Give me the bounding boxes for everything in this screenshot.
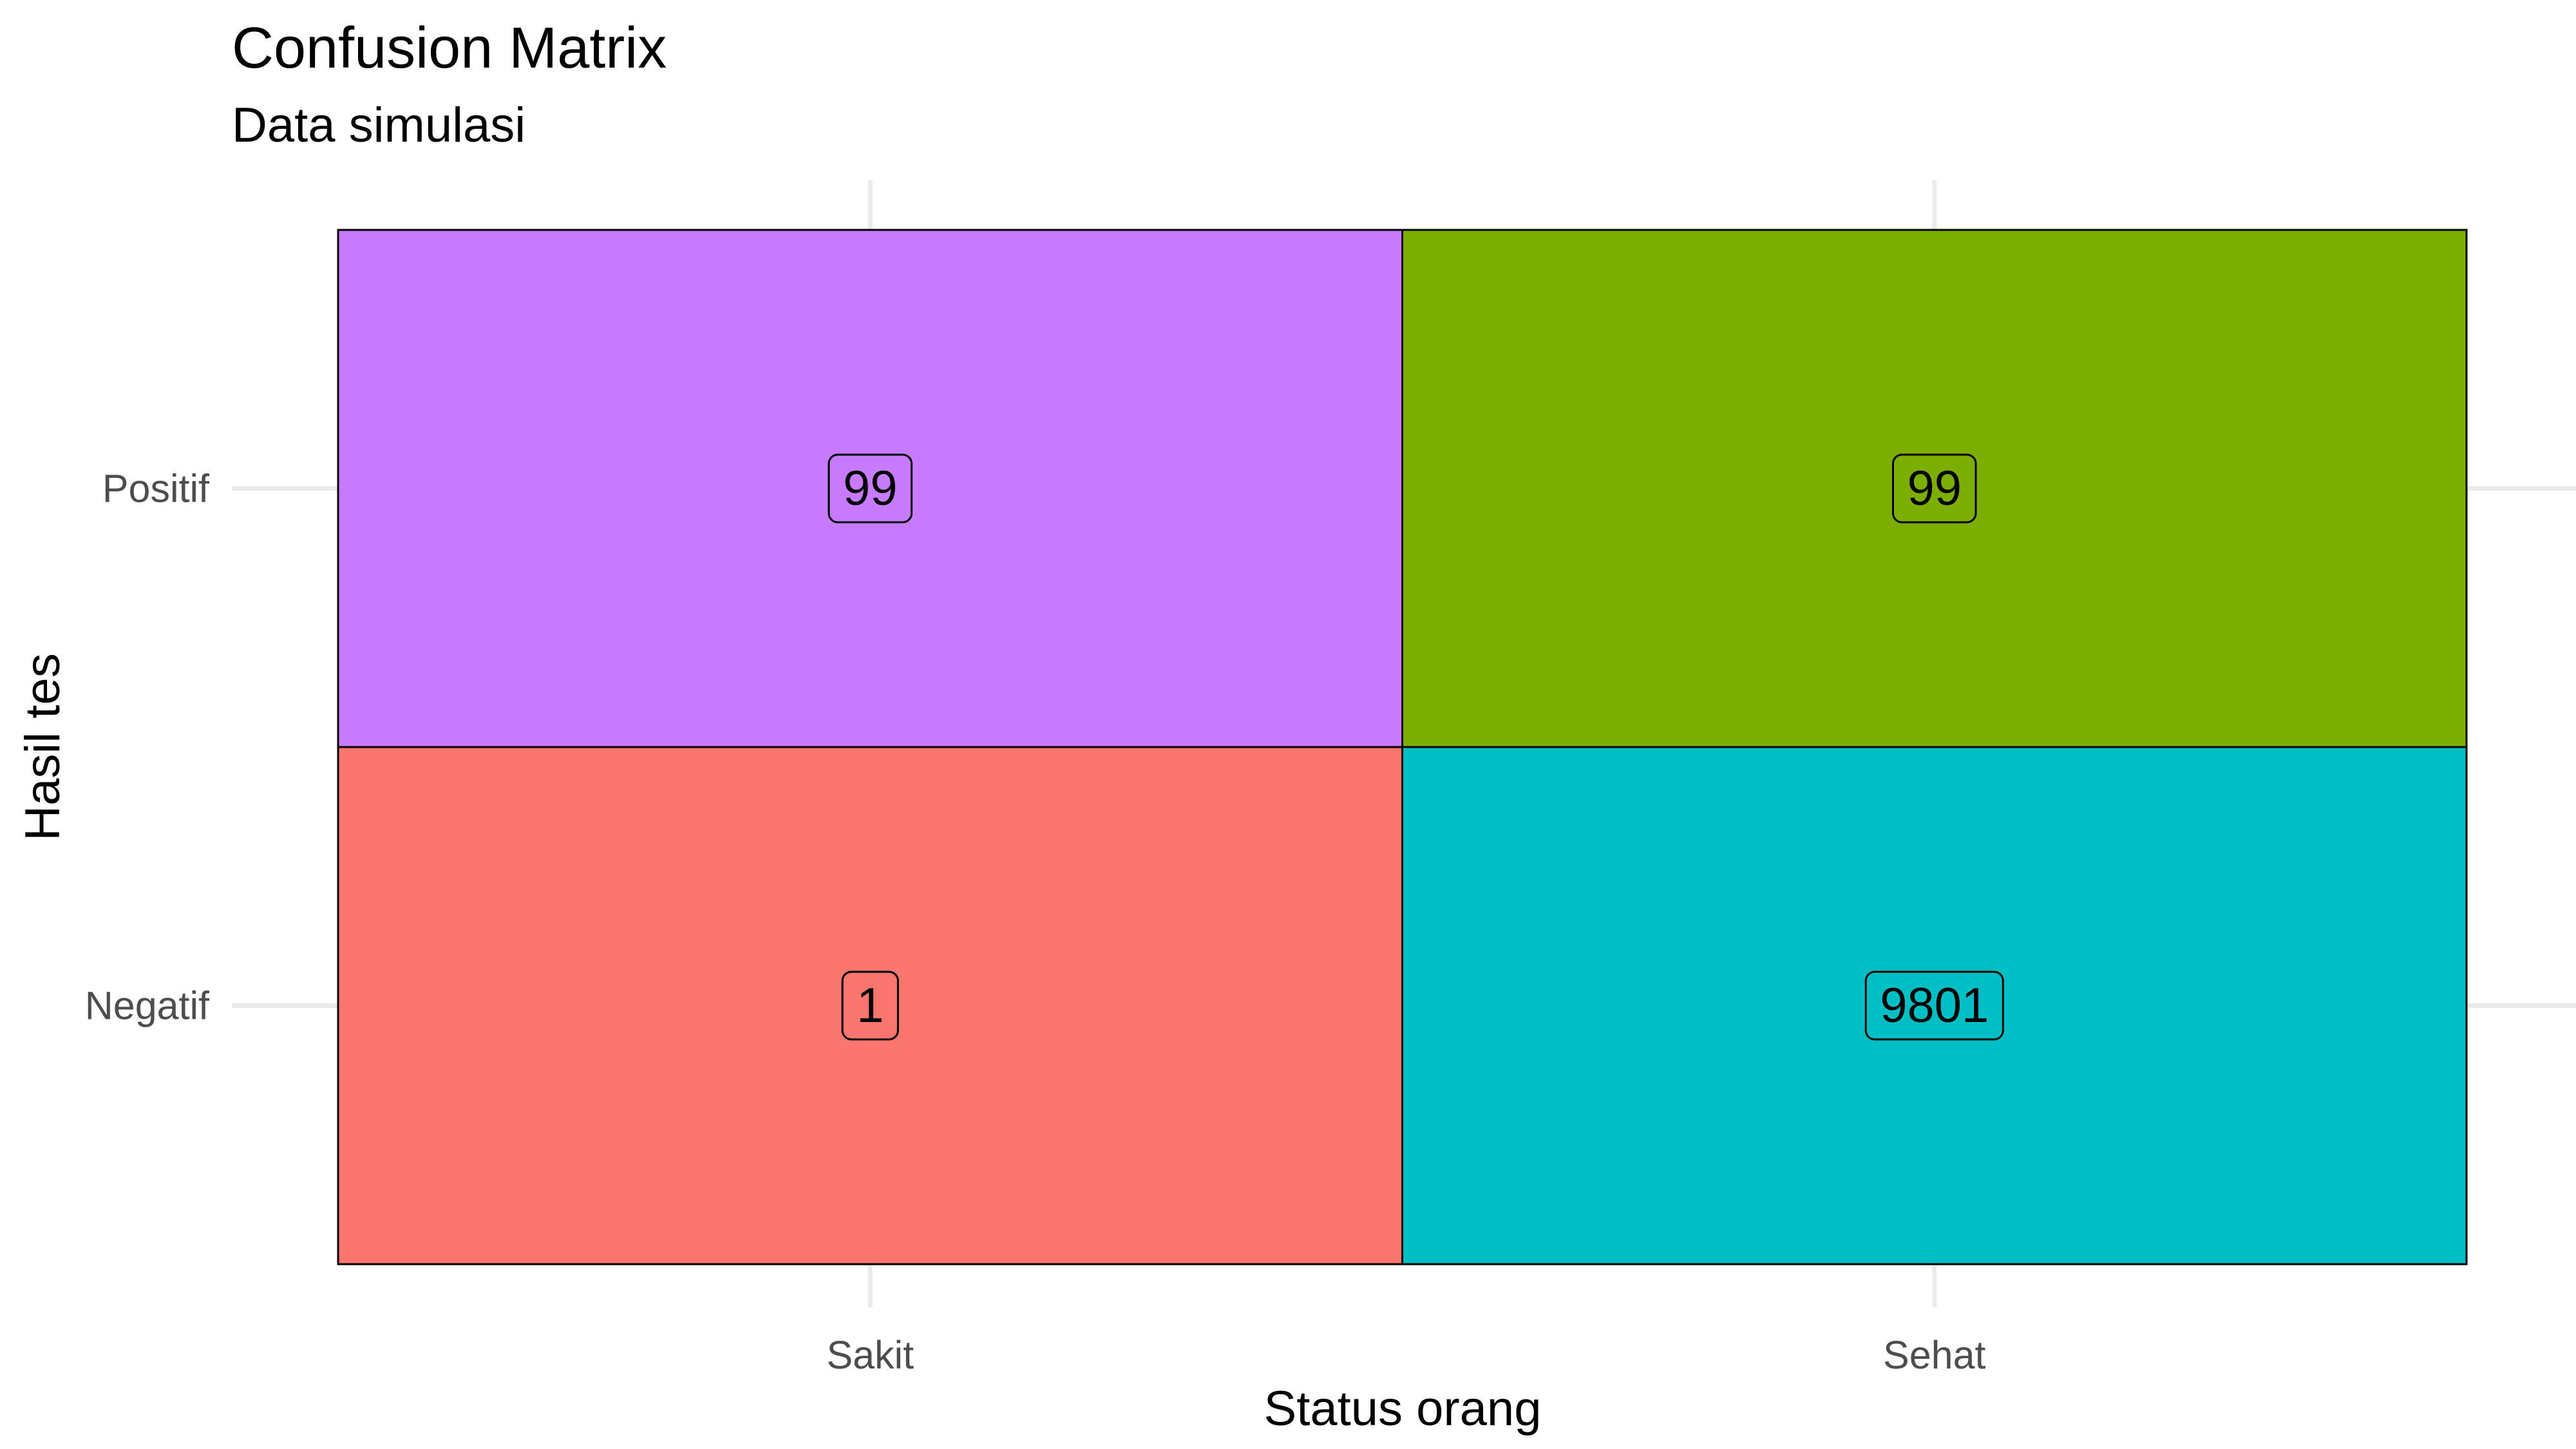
value-label-box-sakit-positif <box>828 453 913 524</box>
value-label-box-sehat-positif <box>1891 453 1977 524</box>
value-label-box-sakit-negatif <box>841 971 899 1041</box>
value-label-sehat-negatif: 9801 <box>1880 978 1989 1033</box>
tile-sakit-positif <box>337 229 1403 748</box>
y-axis-title: Hasil tes <box>15 653 70 840</box>
chart-subtitle: Data simulasi <box>232 98 526 153</box>
axis-tick-labels: Sakit Sehat Negatif Positif <box>85 467 1986 1378</box>
y-tick-label-positif: Positif <box>102 467 210 511</box>
x-axis-title: Status orang <box>1264 1381 1542 1436</box>
tile-sehat-negatif <box>1401 746 2468 1265</box>
x-tick-label-sakit: Sakit <box>826 1333 914 1377</box>
value-label-box-sehat-negatif <box>1864 971 2004 1041</box>
value-label-sakit-positif: 99 <box>843 461 898 516</box>
x-tick-label-sehat: Sehat <box>1883 1333 1985 1377</box>
y-tick-label-negatif: Negatif <box>85 984 210 1028</box>
heatmap-tiles: 99 99 1 9801 <box>337 229 2468 1265</box>
value-label-sehat-positif: 99 <box>1907 461 1962 516</box>
tile-sakit-negatif <box>337 746 1403 1265</box>
value-label-sakit-negatif: 1 <box>857 978 884 1033</box>
tile-sehat-positif <box>1401 229 2468 748</box>
chart-title: Confusion Matrix <box>232 16 667 80</box>
